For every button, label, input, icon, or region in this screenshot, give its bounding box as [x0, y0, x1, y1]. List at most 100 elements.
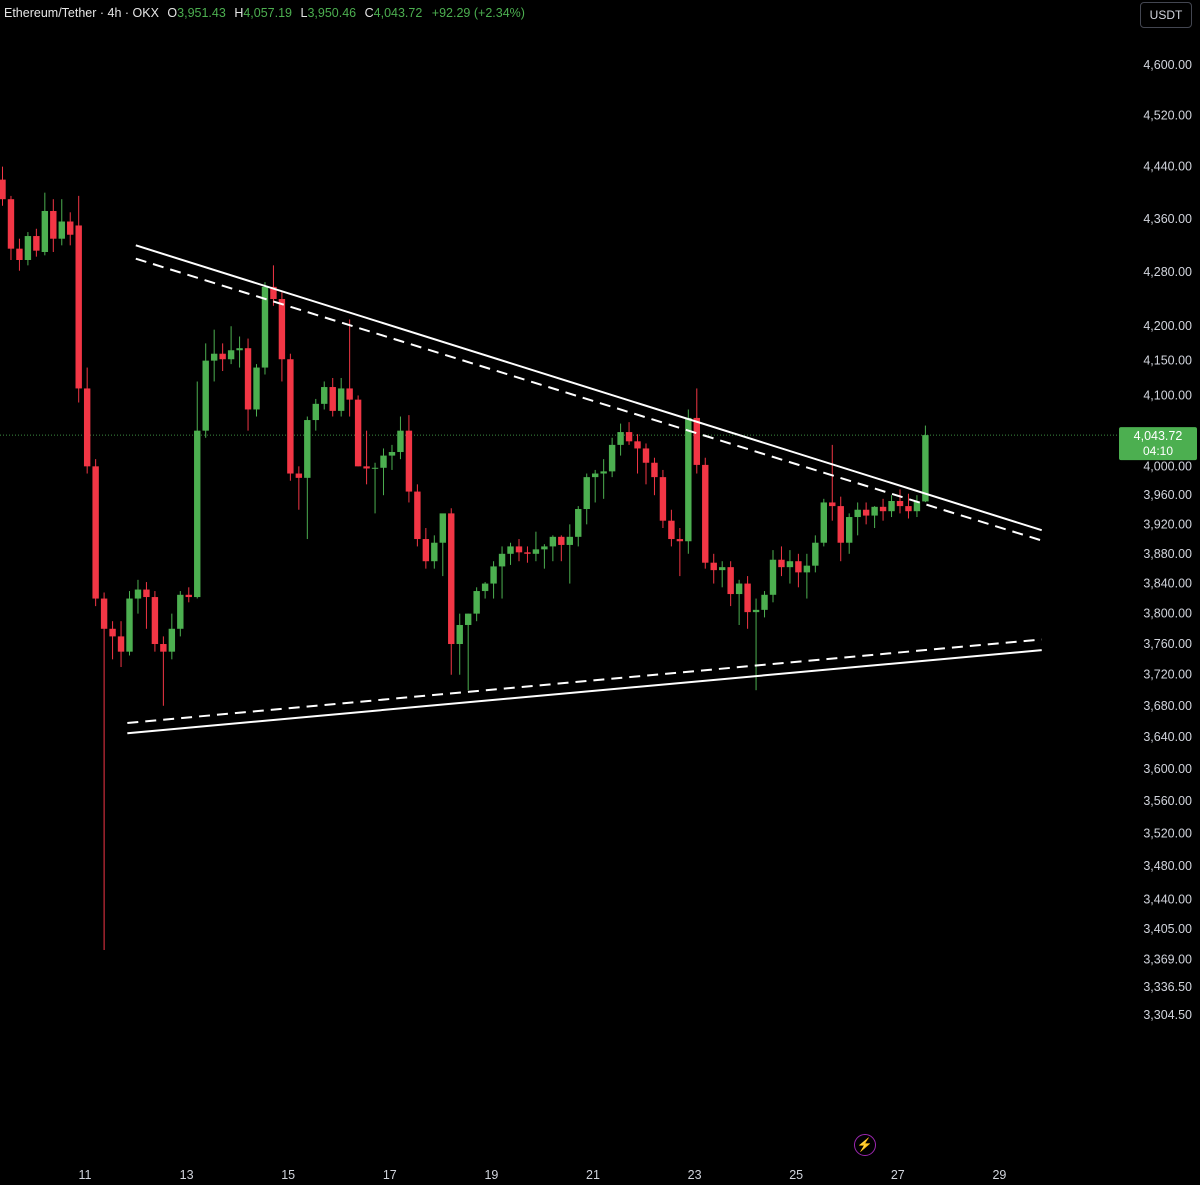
- trendline-dashed[interactable]: [127, 638, 1042, 724]
- candle-body: [498, 553, 506, 567]
- x-tick-label: 19: [484, 1168, 498, 1182]
- y-tick-label: 4,000.00: [1143, 459, 1192, 473]
- candle-body: [769, 559, 777, 595]
- candle-body: [439, 513, 446, 543]
- candle-body: [761, 594, 768, 610]
- x-tick-label: 21: [586, 1168, 600, 1182]
- candle-body: [312, 403, 319, 421]
- x-tick-label: 27: [891, 1168, 905, 1182]
- y-tick-label: 4,600.00: [1143, 58, 1192, 72]
- candle-body: [363, 466, 370, 469]
- y-tick-label: 4,150.00: [1143, 354, 1192, 368]
- candle-body: [464, 613, 472, 625]
- candle-body: [507, 546, 514, 554]
- flash-icon[interactable]: ⚡: [854, 1134, 876, 1156]
- open-label: O: [167, 6, 178, 20]
- candle-body: [575, 509, 582, 537]
- candle-body: [558, 536, 565, 545]
- y-tick-label: 3,640.00: [1143, 730, 1192, 744]
- y-tick-label: 4,360.00: [1143, 212, 1192, 226]
- y-tick-label: 4,520.00: [1143, 108, 1192, 122]
- candle-body: [532, 549, 540, 554]
- y-tick-label: 3,440.00: [1143, 892, 1192, 906]
- candle-body: [337, 388, 345, 411]
- candle-body: [321, 387, 328, 404]
- candle-body: [659, 477, 667, 521]
- trendline-solid[interactable]: [135, 244, 1043, 532]
- candle-body: [397, 430, 404, 453]
- candle-body: [109, 628, 116, 637]
- candle-body: [854, 509, 861, 518]
- y-tick-label: 3,880.00: [1143, 547, 1192, 561]
- trendline-solid[interactable]: [127, 649, 1042, 735]
- x-tick-label: 13: [180, 1168, 194, 1182]
- candle-body: [261, 286, 269, 368]
- x-tick-label: 29: [992, 1168, 1006, 1182]
- x-tick-label: 17: [383, 1168, 397, 1182]
- candle-body: [227, 350, 235, 360]
- currency-button[interactable]: USDT: [1140, 2, 1192, 28]
- y-tick-label: 3,600.00: [1143, 762, 1192, 776]
- ohlc-legend: Ethereum/Tether · 4h · OKX O3,951.43 H4,…: [4, 6, 525, 20]
- candle-body: [210, 353, 218, 361]
- candle-body: [651, 462, 658, 478]
- change-value: +92.29 (+2.34%): [431, 6, 525, 20]
- candle-body: [134, 589, 142, 599]
- y-tick-label: 3,800.00: [1143, 607, 1192, 621]
- high-label: H: [234, 6, 244, 20]
- candle-body: [67, 221, 74, 235]
- candle-body: [685, 417, 692, 542]
- candle-body: [778, 559, 785, 568]
- price-tag-countdown: 04:10: [1143, 444, 1173, 458]
- trendline-dashed[interactable]: [135, 257, 1043, 542]
- candle-body: [710, 562, 717, 571]
- low-value: 3,950.46: [307, 6, 357, 20]
- candle-body: [7, 199, 15, 249]
- candle-body: [16, 248, 23, 261]
- candle-body: [33, 236, 40, 251]
- candle-body: [126, 598, 133, 652]
- candle-body: [786, 561, 794, 568]
- price-tag-value: 4,043.72: [1134, 429, 1183, 443]
- y-tick-label: 3,520.00: [1143, 826, 1192, 840]
- y-tick-label: 3,960.00: [1143, 488, 1192, 502]
- candle-body: [820, 502, 827, 543]
- y-tick-label: 3,680.00: [1143, 699, 1192, 713]
- candle-body: [803, 565, 811, 573]
- candle-body: [642, 448, 650, 463]
- x-tick-label: 25: [789, 1168, 803, 1182]
- y-tick-label: 3,369.00: [1143, 952, 1192, 966]
- y-tick-label: 3,304.50: [1143, 1008, 1192, 1022]
- y-tick-label: 3,720.00: [1143, 668, 1192, 682]
- candle-body: [0, 179, 6, 200]
- y-tick-label: 3,760.00: [1143, 637, 1192, 651]
- candle-body: [236, 348, 243, 351]
- candle-body: [600, 471, 607, 474]
- candle-body: [380, 455, 387, 468]
- candle-body: [160, 644, 167, 652]
- candle-body: [846, 517, 853, 543]
- candle-body: [371, 467, 379, 469]
- y-tick-label: 4,100.00: [1143, 388, 1192, 402]
- candle-body: [185, 594, 192, 598]
- candle-body: [871, 506, 878, 516]
- candle-body: [117, 636, 125, 652]
- close-label: C: [364, 6, 374, 20]
- candle-body: [151, 597, 159, 645]
- candle-body: [608, 444, 616, 472]
- open-value: 3,951.43: [177, 6, 226, 20]
- candle-body: [676, 539, 684, 542]
- candle-body: [515, 546, 523, 553]
- y-tick-label: 3,560.00: [1143, 794, 1192, 808]
- candle-body: [625, 432, 633, 442]
- y-tick-label: 3,405.00: [1143, 922, 1192, 936]
- candle-body: [481, 583, 489, 592]
- candle-body: [668, 520, 675, 540]
- candle-body: [702, 464, 709, 563]
- candle-body: [888, 501, 895, 512]
- candle-body: [83, 388, 91, 467]
- candle-body: [829, 502, 836, 507]
- candle-body: [490, 566, 497, 584]
- y-tick-label: 3,840.00: [1143, 577, 1192, 591]
